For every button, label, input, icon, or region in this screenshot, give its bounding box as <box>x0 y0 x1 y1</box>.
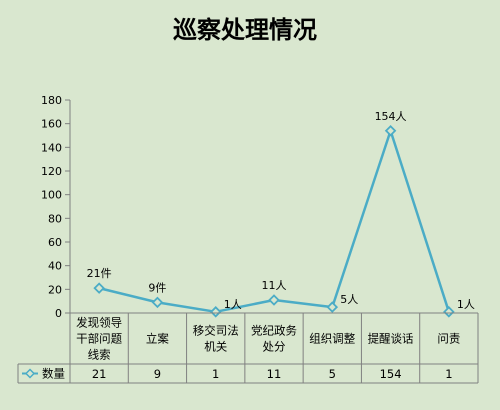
y-tick-label: 180 <box>41 94 62 107</box>
table-value-cell: 1 <box>445 367 452 381</box>
data-point-marker <box>326 301 339 313</box>
table-value-cell: 5 <box>329 367 336 381</box>
data-label: 21件 <box>87 267 112 280</box>
y-tick-label: 20 <box>48 283 62 296</box>
category-label: 发现领导 <box>76 316 122 330</box>
data-point-marker <box>151 296 164 309</box>
category-label: 党纪政务 <box>251 324 297 338</box>
y-tick-label: 40 <box>48 260 62 273</box>
data-point-marker <box>209 306 222 318</box>
category-label: 立案 <box>146 332 169 346</box>
data-point-marker <box>268 294 280 306</box>
y-tick-label: 160 <box>41 118 62 131</box>
y-tick-label: 60 <box>48 236 62 249</box>
category-label: 干部问题 <box>76 332 122 346</box>
y-tick-label: 80 <box>48 212 62 225</box>
y-tick-label: 120 <box>41 165 62 178</box>
category-label: 组织调整 <box>309 332 355 346</box>
table-value-cell: 11 <box>267 367 282 381</box>
data-point-marker <box>384 124 397 137</box>
y-tick-label: 100 <box>41 189 62 202</box>
legend-marker-swatch <box>24 368 36 379</box>
axes: 0 20 40 60 80 100 120 140 160 180 <box>41 94 71 320</box>
table-value-cell: 1 <box>212 367 219 381</box>
category-label: 处分 <box>263 340 286 354</box>
category-label: 线索 <box>88 348 111 362</box>
data-label: 9件 <box>148 281 166 294</box>
series-layer: 21件 9件 1人 11人 5人 154人 1人 <box>87 110 475 318</box>
data-point-marker <box>93 282 105 294</box>
data-label: 11人 <box>262 279 287 292</box>
data-point-marker <box>443 306 455 318</box>
table-value-cell: 154 <box>380 367 402 381</box>
table-value-cell: 21 <box>92 367 107 381</box>
category-label: 机关 <box>204 340 227 354</box>
data-label: 5人 <box>340 293 358 306</box>
data-label: 1人 <box>224 298 242 311</box>
category-label: 问责 <box>437 332 460 346</box>
table-value-cell: 9 <box>154 367 161 381</box>
data-label: 154人 <box>375 110 407 123</box>
y-tick-label: 0 <box>55 307 62 320</box>
category-label: 提醒谈话 <box>368 332 414 346</box>
category-label: 移交司法 <box>193 324 239 338</box>
y-tick-label: 140 <box>41 141 62 154</box>
legend-series-name: 数量 <box>42 367 65 381</box>
chart-title: 巡察处理情况 <box>173 16 317 44</box>
data-label: 1人 <box>457 298 475 311</box>
